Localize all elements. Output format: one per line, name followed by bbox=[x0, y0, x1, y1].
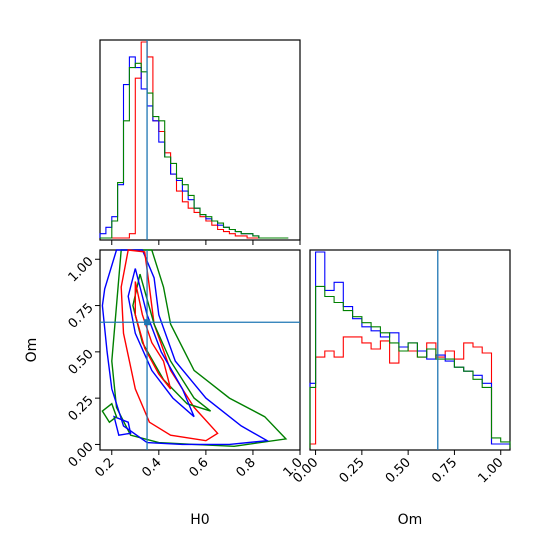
panel-hist-om-frame bbox=[309, 249, 511, 451]
om-x-tick-label-3: 0.75 bbox=[429, 455, 460, 486]
h0-x-tick-label-2: 0.6 bbox=[186, 455, 211, 480]
panel-contour: 0.2 0.4 0.6 0.8 1.00.000.250.500.751.00 bbox=[66, 249, 306, 480]
om-x-tick-label-2: 0.50 bbox=[383, 455, 414, 486]
x-axis-label-h0: H0 bbox=[190, 512, 209, 528]
panel-hist-h0 bbox=[99, 39, 301, 245]
om-y-tick-label-1: 0.25 bbox=[66, 393, 97, 424]
h0-x-tick-label-0: 0.2 bbox=[92, 455, 117, 480]
contour-green-0 bbox=[111, 249, 288, 448]
panel-contour-frame bbox=[99, 249, 301, 451]
hist-om-series-blue bbox=[309, 251, 511, 448]
om-x-tick-label-4: 1.00 bbox=[475, 455, 506, 486]
hist-h0-series-red bbox=[100, 41, 289, 239]
om-y-tick-label-0: 0.00 bbox=[66, 439, 97, 470]
om-y-tick-label-3: 0.75 bbox=[66, 301, 97, 332]
h0-x-tick-label-3: 0.8 bbox=[234, 455, 259, 480]
hist-om-series-red bbox=[309, 336, 511, 448]
contour-red-2 bbox=[120, 249, 219, 442]
contour-blue-1 bbox=[101, 249, 270, 446]
x-axis-label-om: Om bbox=[398, 512, 423, 528]
om-x-tick-label-1: 0.25 bbox=[337, 455, 368, 486]
panel-hist-om: 0.00 0.25 0.50 0.75 1.00 bbox=[290, 249, 511, 486]
hist-h0-series-green bbox=[100, 62, 289, 239]
truth-marker bbox=[144, 319, 151, 326]
om-y-tick-label-2: 0.50 bbox=[66, 347, 97, 378]
panel-hist-h0-frame bbox=[99, 39, 301, 241]
y-axis-label-om: Om bbox=[24, 338, 40, 363]
contour-green-7 bbox=[101, 402, 118, 424]
contour-blue-6 bbox=[113, 415, 132, 436]
om-y-tick-label-4: 1.00 bbox=[66, 254, 97, 285]
hist-om-series-green bbox=[309, 285, 511, 448]
contour-blue-4 bbox=[127, 268, 195, 418]
h0-x-tick-label-1: 0.4 bbox=[139, 455, 164, 480]
